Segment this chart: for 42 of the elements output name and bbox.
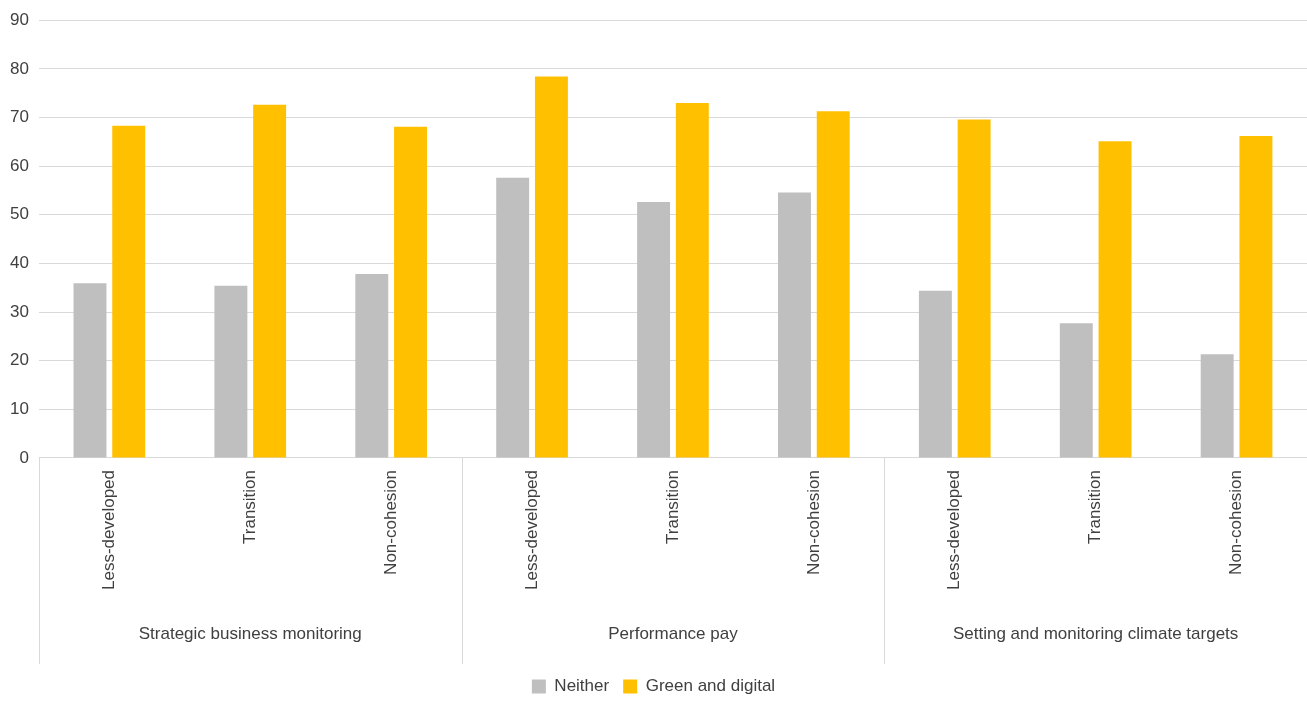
x-tick-label: Non-cohesion [380,469,400,575]
bar [112,125,146,458]
y-tick-label: 40 [9,253,29,273]
legend-label: Green and digital [645,676,776,696]
y-tick-label: 0 [19,447,29,467]
y-tick-label: 80 [9,58,29,78]
bar [1200,354,1234,458]
y-tick-label: 70 [9,107,29,127]
bar [816,111,850,458]
y-tick-label: 10 [9,399,29,419]
text: Performance pay [608,623,739,643]
legend-label: Neither [554,676,610,696]
bar [496,177,530,458]
x-tick-label: Non-cohesion [1226,469,1246,575]
bar [73,283,107,458]
bar [394,126,427,458]
y-tick-label: 60 [9,155,29,175]
bar [355,274,389,458]
bar [253,104,287,458]
x-tick-label: Non-cohesion [803,469,823,575]
x-tick-label: Transition [239,469,259,544]
bar [214,285,248,458]
y-tick-label: 20 [9,350,29,370]
bar [534,76,568,458]
bar [1239,135,1273,458]
bar [957,119,991,458]
y-tick-label: 50 [9,204,29,224]
bar [1098,141,1132,458]
x-tick-label: Less-developed [521,469,541,590]
x-tick-label: Less-developed [944,469,964,590]
bar [778,192,811,458]
y-tick-label: 90 [9,9,29,29]
x-tick-label: Less-developed [99,469,119,590]
bar [918,290,952,458]
x-tick-label: Transition [1085,469,1105,544]
y-tick-label: 30 [9,301,29,321]
x-tick-label: Transition [662,469,682,544]
bar [675,102,709,458]
text: Setting and monitoring climate targets [952,623,1239,643]
text: Strategic business monitoring [138,623,362,643]
bar [1059,323,1093,458]
bar [637,202,671,458]
